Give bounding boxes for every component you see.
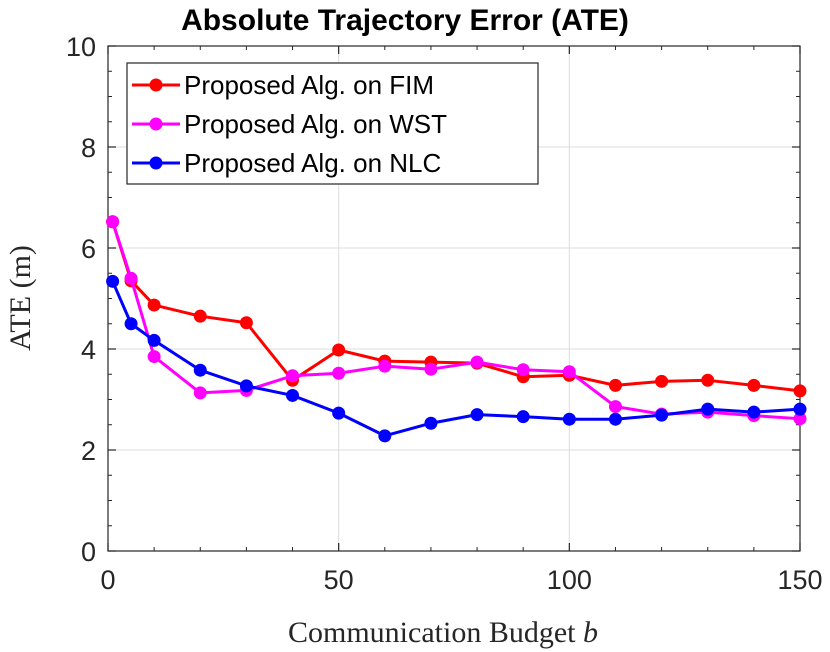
- legend-label: Proposed Alg. on NLC: [184, 148, 441, 178]
- x-axis-label: Communication Budget b: [288, 616, 598, 649]
- x-axis-label-variable: b: [583, 616, 598, 649]
- legend-label: Proposed Alg. on WST: [184, 109, 447, 139]
- data-point: [747, 378, 761, 392]
- series-line: [111, 221, 801, 421]
- data-point: [424, 416, 438, 430]
- data-point: [124, 317, 138, 331]
- data-point: [106, 215, 120, 229]
- y-tick-label: 0: [81, 537, 96, 567]
- axis-ticks: 0 50 100 150 0 2 4 6 8 10: [66, 32, 823, 595]
- legend: Proposed Alg. on FIM Proposed Alg. on WST…: [126, 62, 539, 185]
- data-point: [701, 373, 715, 387]
- x-axis-label-text: Communication Budget: [288, 616, 576, 649]
- series-2: [106, 215, 807, 426]
- data-point: [470, 355, 484, 369]
- data-point: [332, 366, 346, 380]
- y-tick-label: 10: [66, 32, 96, 62]
- series-lines: [106, 215, 807, 443]
- data-point: [286, 388, 300, 402]
- y-axis-label: ATE (m): [4, 245, 37, 351]
- data-point: [793, 412, 807, 426]
- data-point: [193, 363, 207, 377]
- data-point: [793, 402, 807, 416]
- data-point: [655, 408, 669, 422]
- data-point: [147, 350, 161, 364]
- y-tick-label: 6: [81, 234, 96, 264]
- legend-label: Proposed Alg. on FIM: [184, 70, 434, 100]
- legend-entry-2: Proposed Alg. on WST: [132, 109, 447, 139]
- data-point: [239, 379, 253, 393]
- data-point: [286, 369, 300, 383]
- data-point: [193, 309, 207, 323]
- series-1: [106, 215, 807, 398]
- data-point: [470, 408, 484, 422]
- data-point: [106, 274, 120, 288]
- legend-entry-3: Proposed Alg. on NLC: [132, 148, 441, 178]
- data-point: [701, 402, 715, 416]
- x-tick-label: 100: [547, 565, 592, 595]
- y-tick-label: 4: [81, 335, 96, 365]
- x-tick-label: 50: [324, 565, 354, 595]
- data-point: [747, 405, 761, 419]
- legend-marker: [149, 117, 163, 131]
- data-point: [562, 412, 576, 426]
- data-point: [516, 410, 530, 424]
- data-point: [608, 412, 622, 426]
- data-point: [124, 271, 138, 285]
- data-point: [516, 363, 530, 377]
- legend-entry-1: Proposed Alg. on FIM: [132, 70, 434, 100]
- data-point: [378, 429, 392, 443]
- data-point: [608, 400, 622, 414]
- data-point: [424, 362, 438, 376]
- data-point: [239, 316, 253, 330]
- series-3: [106, 274, 807, 443]
- legend-marker: [149, 156, 163, 170]
- y-tick-label: 2: [81, 436, 96, 466]
- data-point: [562, 365, 576, 379]
- x-tick-label: 150: [777, 565, 822, 595]
- data-point: [655, 374, 669, 388]
- data-point: [332, 343, 346, 357]
- data-point: [378, 359, 392, 373]
- y-tick-label: 8: [81, 133, 96, 163]
- chart-title: Absolute Trajectory Error (ATE): [181, 4, 629, 37]
- data-point: [147, 333, 161, 347]
- x-tick-label: 0: [100, 565, 115, 595]
- data-point: [147, 298, 161, 312]
- data-point: [332, 406, 346, 420]
- legend-box: [126, 62, 539, 185]
- data-point: [793, 384, 807, 398]
- data-point: [193, 386, 207, 400]
- data-point: [608, 378, 622, 392]
- legend-marker: [149, 78, 163, 92]
